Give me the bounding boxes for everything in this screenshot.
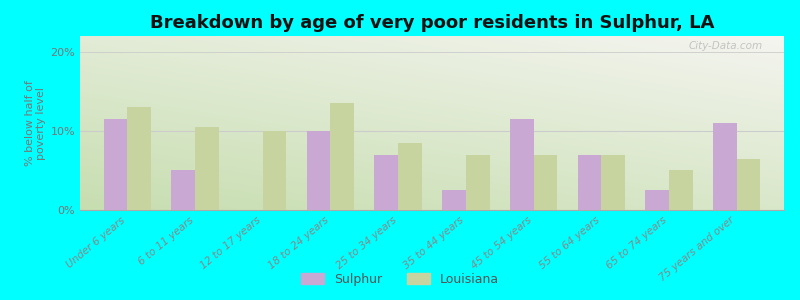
Bar	[262, 131, 286, 210]
Bar	[510, 119, 534, 210]
Bar	[466, 154, 490, 210]
Bar	[127, 107, 151, 210]
Bar	[195, 127, 218, 210]
Legend: Sulphur, Louisiana: Sulphur, Louisiana	[296, 268, 504, 291]
Bar	[534, 154, 558, 210]
Bar	[398, 143, 422, 210]
Text: City-Data.com: City-Data.com	[689, 41, 763, 51]
Bar	[374, 154, 398, 210]
Bar	[669, 170, 693, 210]
Title: Breakdown by age of very poor residents in Sulphur, LA: Breakdown by age of very poor residents …	[150, 14, 714, 32]
Bar	[646, 190, 669, 210]
Bar	[442, 190, 466, 210]
Bar	[104, 119, 127, 210]
Bar	[713, 123, 737, 210]
Bar	[171, 170, 195, 210]
Bar	[737, 159, 760, 210]
Bar	[602, 154, 625, 210]
Y-axis label: % below half of
poverty level: % below half of poverty level	[25, 80, 46, 166]
Bar	[306, 131, 330, 210]
Bar	[578, 154, 602, 210]
Bar	[330, 103, 354, 210]
